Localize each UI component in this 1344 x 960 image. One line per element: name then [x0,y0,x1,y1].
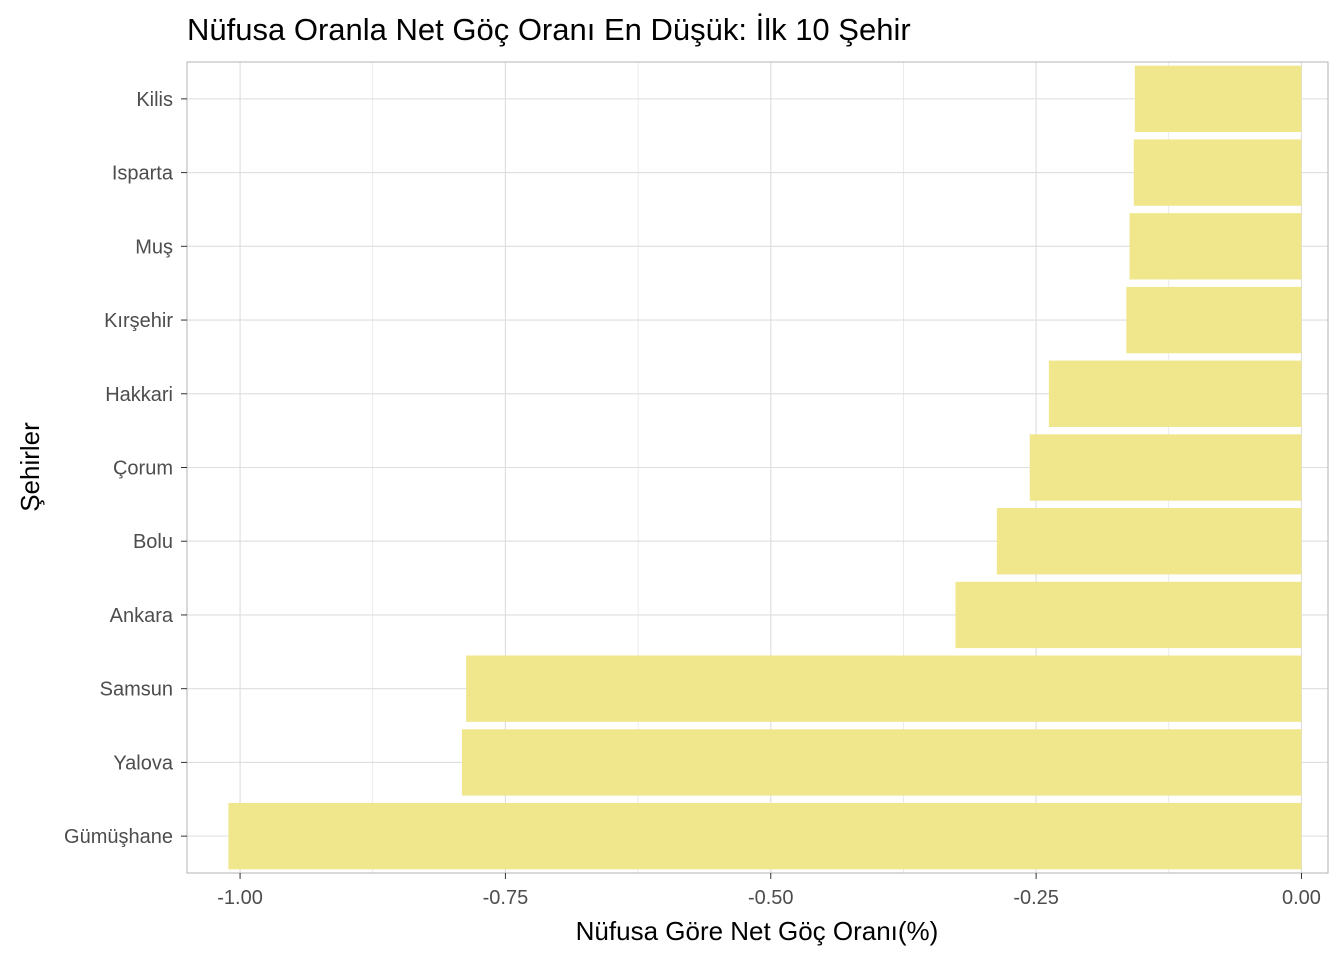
y-tick-label: Hakkari [105,384,173,406]
bar-Samsun [466,655,1302,722]
x-tick-label: 0.00 [1282,887,1321,909]
bars [228,65,1302,870]
y-tick-label: Gümüşhane [64,826,173,848]
y-tick-label: Ankara [110,605,174,627]
bar-Kilis [1134,65,1302,133]
y-tick-label: Kilis [136,89,173,111]
x-tick-labels: -1.00 -0.75 -0.50 -0.25 0.00 [217,873,1321,909]
bar-Muş [1129,213,1302,280]
bar-Çorum [1029,434,1302,501]
bar-Gümüşhane [228,802,1302,870]
bar-Isparta [1133,139,1302,206]
bar-Bolu [996,508,1302,575]
x-axis-title: Nüfusa Göre Net Göç Oranı(%) [576,916,939,946]
y-tick-label: Bolu [133,531,173,553]
y-tick-labels: Kilis Isparta Muş Kırşehir Hakkari Çorum Bolu A… [64,89,187,848]
x-tick-label: -0.25 [1013,887,1059,909]
y-tick-label: Kırşehir [104,310,173,332]
x-tick-label: -0.50 [748,887,794,909]
y-tick-label: Samsun [100,679,173,701]
x-tick-label: -0.75 [483,887,529,909]
y-tick-label: Muş [135,236,173,258]
bar-Kırşehir [1126,286,1302,354]
y-tick-label: Isparta [112,163,174,185]
x-tick-label: -1.00 [217,887,263,909]
chart-title: Nüfusa Oranla Net Göç Oranı En Düşük: İl… [187,12,911,47]
y-axis-title: Şehirler [15,422,45,512]
bar-Hakkari [1048,360,1302,427]
y-tick-label: Yalova [113,752,174,774]
y-tick-label: Çorum [113,458,173,480]
bar-Yalova [461,729,1302,796]
bar-Ankara [955,581,1302,649]
